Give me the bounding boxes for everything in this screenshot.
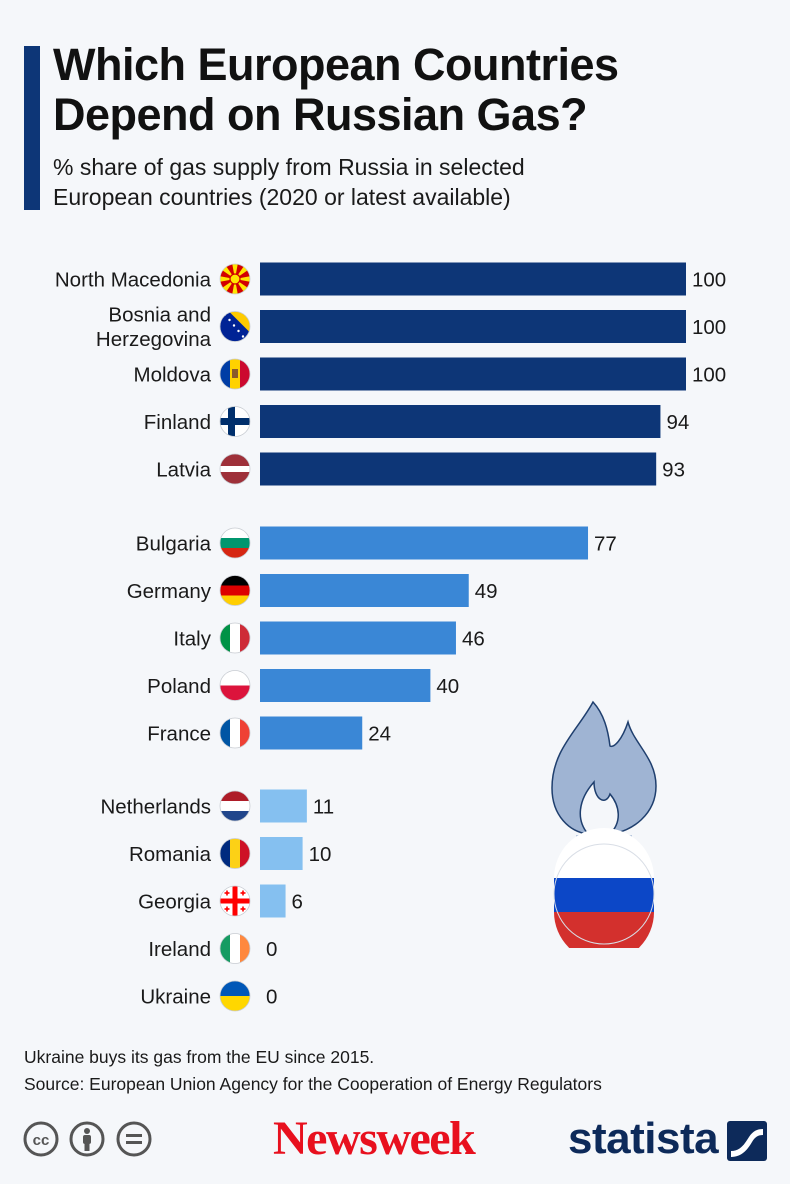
bar-row-moldova: Moldova 100 (134, 357, 726, 391)
value-label: 77 (594, 533, 617, 556)
gas-flame-russia-icon (551, 700, 657, 948)
value-label: 100 (692, 269, 726, 292)
attribution-icon (69, 1121, 105, 1157)
bar (260, 357, 686, 391)
statista-mark-icon (727, 1121, 767, 1161)
bar (260, 837, 303, 870)
category-label: Bulgaria (136, 533, 212, 556)
bar-row-latvia: Latvia 93 (156, 452, 685, 486)
poland-flag (220, 670, 250, 701)
value-label: 46 (462, 628, 485, 651)
value-label: 40 (436, 675, 459, 698)
value-label: 11 (313, 796, 334, 819)
no-derivatives-icon (116, 1121, 152, 1157)
bulgaria-flag (220, 528, 250, 558)
bar-row-georgia: Georgia 6 (138, 884, 303, 918)
footnote: Ukraine buys its gas from the EU since 2… (24, 1047, 375, 1067)
value-label: 24 (368, 723, 391, 746)
category-label: Moldova (134, 364, 212, 387)
source-note: Source: European Union Agency for the Co… (24, 1074, 602, 1094)
category-label: Romania (129, 843, 212, 866)
bar (260, 405, 661, 438)
value-label: 49 (475, 580, 498, 603)
svg-text:cc: cc (33, 1132, 50, 1149)
bar (260, 716, 363, 750)
value-label: 6 (292, 891, 303, 914)
bar-row-romania: Romania 10 (129, 837, 331, 870)
bar-row-poland: Poland 40 (147, 669, 459, 702)
category-label: Ireland (148, 938, 211, 961)
newsweek-logo: Newsweek (273, 1112, 476, 1165)
value-label: 93 (662, 459, 685, 482)
value-label: 100 (692, 364, 726, 387)
bar-row-italy: Italy 46 (173, 621, 485, 655)
france-flag (220, 718, 250, 748)
bar (260, 621, 456, 655)
bar-row-netherlands: Netherlands 11 (100, 789, 334, 823)
moldova-flag (220, 359, 250, 389)
bar (260, 574, 469, 607)
title-accent-bar (24, 46, 40, 210)
value-label: 0 (266, 938, 277, 961)
chart-title: Which European Countries Depend on Russi… (53, 39, 619, 140)
bar-row-france: France 24 (147, 716, 391, 750)
category-label: Poland (147, 675, 211, 698)
ukraine-flag (220, 981, 250, 1011)
bar-row-ukraine: Ukraine 0 (140, 980, 277, 1012)
germany-flag (220, 575, 250, 606)
value-label: 10 (309, 843, 332, 866)
category-label: Bosnia and Herzegovina (96, 304, 212, 352)
value-label: 94 (666, 411, 689, 434)
finland-flag (220, 406, 250, 437)
bar-row-bulgaria: Bulgaria 77 (136, 526, 617, 560)
bar (260, 669, 431, 702)
bar (260, 452, 657, 486)
category-label: North Macedonia (55, 269, 212, 292)
category-label: Georgia (138, 891, 212, 914)
bar-row-north-macedonia: North Macedonia 100 (55, 262, 726, 296)
bar-row-bosnia-and-herzegovina: Bosnia and Herzegovina 100 (96, 304, 726, 352)
category-label: Finland (144, 411, 211, 434)
license-icons: cc (22, 1120, 157, 1162)
bosnia-flag (220, 311, 250, 342)
category-label: Latvia (156, 459, 211, 482)
bar (260, 526, 589, 560)
category-label: France (147, 723, 211, 746)
bar-row-finland: Finland 94 (144, 405, 689, 438)
ireland-flag (220, 933, 250, 964)
cc-icon: cc (23, 1121, 59, 1157)
georgia-flag (220, 886, 250, 916)
statista-logo: statista (568, 1114, 719, 1163)
bar-row-germany: Germany 49 (127, 574, 498, 607)
bar-row-ireland: Ireland 0 (148, 933, 277, 964)
category-label: Italy (173, 628, 211, 651)
category-label: Ukraine (140, 986, 211, 1009)
bar (260, 262, 686, 296)
chart-subtitle: % share of gas supply from Russia in sel… (53, 154, 525, 210)
romania-flag (220, 838, 250, 869)
value-label: 100 (692, 316, 726, 339)
bar (260, 884, 286, 918)
bar (260, 310, 686, 343)
latvia-flag (220, 454, 250, 484)
netherlands-flag (220, 791, 250, 821)
category-label: Germany (127, 580, 212, 603)
category-label: Netherlands (100, 796, 211, 819)
value-label: 0 (266, 986, 277, 1009)
bar (260, 789, 307, 823)
italy-flag (220, 623, 250, 653)
